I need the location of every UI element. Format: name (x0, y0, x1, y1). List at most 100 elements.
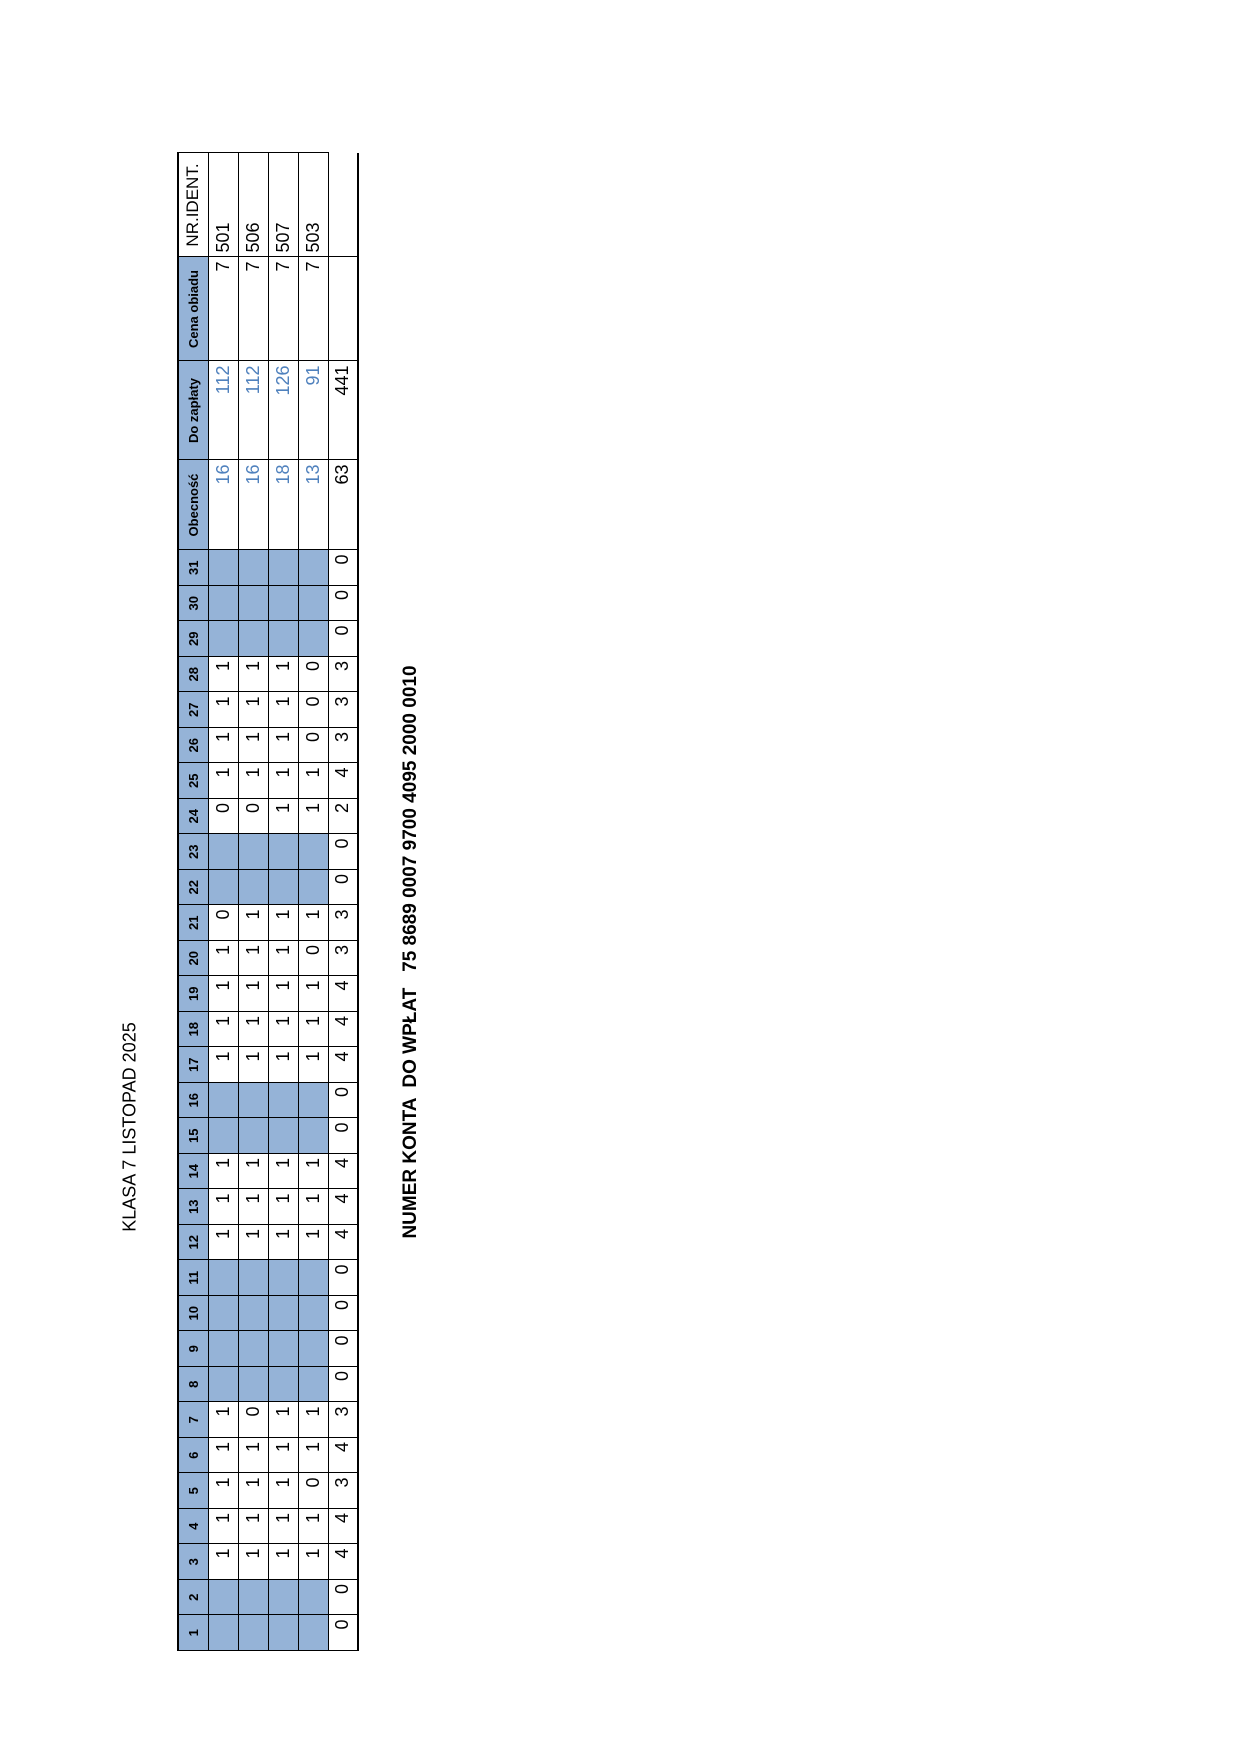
total-cell: 4 (328, 1189, 358, 1225)
cell: 1 (268, 763, 298, 799)
cell: 1 (238, 940, 268, 976)
cell: 501 (208, 153, 238, 257)
cell: 1 (208, 976, 238, 1012)
total-cell: 3 (328, 905, 358, 941)
cell: 1 (298, 1437, 328, 1473)
cell: 0 (208, 905, 238, 941)
total-cell: 0 (328, 585, 358, 621)
totals-row: 0 0 4 4 3 4 3 0 0 0 0 4 4 4 0 0 4 4 4 3 3 0 0 2 4 3 3 3 0 0 0 63 441 (328, 153, 358, 1651)
header-cell: 12 (178, 1224, 208, 1260)
cell: 16 (238, 460, 268, 550)
cell: 7 (238, 257, 268, 361)
cell: 1 (208, 1544, 238, 1580)
header-cell: 21 (178, 905, 208, 941)
header-cell: 10 (178, 1295, 208, 1331)
cell: 1 (208, 1437, 238, 1473)
header-cell: 30 (178, 585, 208, 621)
cell: 1 (208, 1508, 238, 1544)
cell (238, 585, 268, 621)
cell: 1 (298, 1011, 328, 1047)
cell: 1 (208, 692, 238, 728)
header-cell: 14 (178, 1153, 208, 1189)
header-cell: Cena obiadu (178, 257, 208, 361)
cell (208, 1615, 238, 1651)
cell (208, 550, 238, 586)
cell: 0 (298, 940, 328, 976)
data-row: 1 1 1 1 0 1 1 1 1 1 1 1 1 0 1 1 1 1 16 112 7 506 (238, 153, 268, 1651)
data-row: 1 1 1 1 1 1 1 1 1 1 1 1 1 1 1 1 1 1 18 126 7 507 (268, 153, 298, 1651)
title: KLASA 7 LISTOPAD 2025 (119, 1022, 140, 1232)
cell: 1 (208, 1189, 238, 1225)
total-cell: 3 (328, 1473, 358, 1509)
total-cell: 0 (328, 621, 358, 657)
cell (208, 585, 238, 621)
cell: 1 (208, 1047, 238, 1083)
cell: 1 (208, 1402, 238, 1438)
header-cell: 24 (178, 798, 208, 834)
cell: 13 (298, 460, 328, 550)
total-cell: 4 (328, 976, 358, 1012)
table-wrap: 1 2 3 4 5 6 7 8 9 10 11 12 13 14 15 16 17 18 19 20 21 22 23 24 2… (177, 153, 366, 1651)
header-cell: 11 (178, 1260, 208, 1296)
cell: 1 (268, 1011, 298, 1047)
cell: 1 (238, 905, 268, 941)
cell: 1 (238, 976, 268, 1012)
cell (208, 834, 238, 870)
cell: 1 (268, 1437, 298, 1473)
cell: 1 (208, 940, 238, 976)
header-cell: Obecność (178, 460, 208, 550)
cell: 1 (238, 1153, 268, 1189)
data-row: 1 1 1 1 1 1 1 1 1 1 1 1 0 0 1 1 1 1 16 112 7 501 (208, 153, 238, 1651)
cell (208, 621, 238, 657)
cell: 1 (268, 1047, 298, 1083)
total-cell: 0 (328, 1331, 358, 1367)
header-cell: 15 (178, 1118, 208, 1154)
cell (268, 869, 298, 905)
cell: 16 (208, 460, 238, 550)
header-cell: 2 (178, 1579, 208, 1615)
cell: 1 (298, 1508, 328, 1544)
header-cell: 13 (178, 1189, 208, 1225)
cell (208, 869, 238, 905)
cell (268, 1295, 298, 1331)
total-cell: 0 (328, 1579, 358, 1615)
cell (238, 1118, 268, 1154)
cell: 1 (268, 1224, 298, 1260)
header-cell: 9 (178, 1331, 208, 1367)
cell (298, 1366, 328, 1402)
cell: 1 (208, 1153, 238, 1189)
header-cell: 25 (178, 763, 208, 799)
header-cell: 3 (178, 1544, 208, 1580)
attendance-table: 1 2 3 4 5 6 7 8 9 10 11 12 13 14 15 16 17 18 19 20 21 22 23 24 2… (177, 153, 359, 1652)
cell (268, 585, 298, 621)
total-cell: 4 (328, 1437, 358, 1473)
total-cell: 3 (328, 656, 358, 692)
header-cell: NR.IDENT. (178, 153, 208, 257)
cell: 1 (268, 976, 298, 1012)
cell: 1 (298, 763, 328, 799)
cell (298, 1260, 328, 1296)
cell: 91 (298, 361, 328, 460)
total-cell: 4 (328, 1047, 358, 1083)
cell (238, 1579, 268, 1615)
cell: 1 (268, 798, 298, 834)
total-cell: 0 (328, 1366, 358, 1402)
cell (238, 1082, 268, 1118)
cell: 1 (208, 1473, 238, 1509)
cell: 1 (298, 1189, 328, 1225)
cell (268, 1579, 298, 1615)
total-cell: 4 (328, 1224, 358, 1260)
cell (208, 1118, 238, 1154)
account-number: NUMER KONTA DO WPŁAT 75 8689 0007 9700 4… (400, 665, 421, 1239)
cell: 1 (268, 727, 298, 763)
cell: 7 (208, 257, 238, 361)
cell: 7 (268, 257, 298, 361)
cell (208, 1331, 238, 1367)
header-cell: 5 (178, 1473, 208, 1509)
total-cell: 63 (328, 460, 358, 550)
cell: 1 (298, 905, 328, 941)
header-cell: 23 (178, 834, 208, 870)
cell: 1 (238, 1473, 268, 1509)
cell: 1 (238, 1224, 268, 1260)
cell: 1 (268, 1153, 298, 1189)
